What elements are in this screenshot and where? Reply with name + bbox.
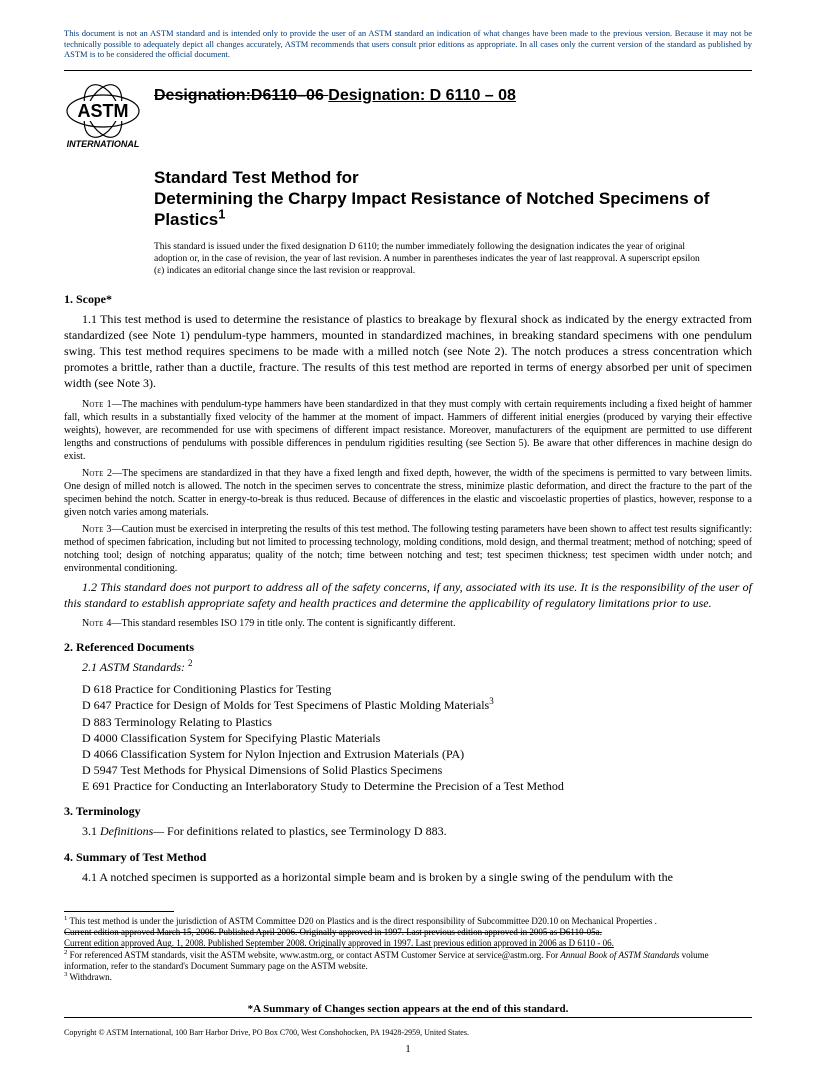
note-1: Note 1—The machines with pendulum-type h… (64, 398, 752, 463)
referenced-head: 2. Referenced Documents (64, 640, 752, 655)
title-block: Standard Test Method for Determining the… (154, 167, 752, 231)
note4-label: Note 4 (82, 618, 112, 629)
page-number: 1 (64, 1043, 752, 1055)
svg-text:ASTM: ASTM (78, 101, 129, 121)
footnote-3: 3 Withdrawn. (64, 972, 752, 983)
title-line2: Determining the Charpy Impact Resistance… (154, 189, 709, 229)
copyright-line: Copyright © ASTM International, 100 Barr… (64, 1028, 752, 1037)
footnote-1b: Current edition approved March 15, 2006.… (64, 927, 752, 938)
note1-label: Note 1 (82, 399, 112, 410)
ref-item-2: D 883 Terminology Relating to Plastics (82, 714, 752, 730)
note-2: Note 2—The specimens are standardized in… (64, 467, 752, 519)
scope-head: 1. Scope* (64, 292, 752, 307)
ref-item-0: D 618 Practice for Conditioning Plastics… (82, 681, 752, 697)
header-row: ASTM INTERNATIONAL Designation:D6110–06 … (64, 81, 752, 153)
note3-label: Note 3 (82, 524, 112, 535)
title-super: 1 (218, 207, 225, 222)
old-designation: Designation:D6110–06 (154, 87, 328, 104)
designation-line: Designation:D6110–06 Designation: D 6110… (154, 87, 516, 105)
ref-item-5: D 5947 Test Methods for Physical Dimensi… (82, 762, 752, 778)
note2-label: Note 2 (82, 468, 112, 479)
logo-subtext: INTERNATIONAL (67, 139, 140, 149)
summary-changes-note: *A Summary of Changes section appears at… (64, 1003, 752, 1015)
title: Standard Test Method for Determining the… (154, 167, 752, 231)
title-line1: Standard Test Method for (154, 168, 359, 187)
new-designation: Designation: D 6110 – 08 (328, 87, 516, 104)
summary-head: 4. Summary of Test Method (64, 850, 752, 865)
ref-item-4: D 4066 Classification System for Nylon I… (82, 746, 752, 762)
top-rule (64, 70, 752, 71)
footnote-rule (64, 911, 174, 912)
disclaimer-text: This document is not an ASTM standard an… (64, 28, 752, 60)
footnote-1c: Current edition approved Aug. 1, 2008. P… (64, 938, 752, 949)
astm-logo: ASTM INTERNATIONAL (64, 81, 142, 153)
page: This document is not an ASTM standard an… (0, 0, 816, 1075)
note-4: Note 4—This standard resembles ISO 179 i… (64, 617, 752, 630)
terminology-head: 3. Terminology (64, 804, 752, 819)
bottom-rule (64, 1017, 752, 1018)
referenced-sub: 2.1 ASTM Standards: 2 (82, 659, 752, 675)
note4-text: —This standard resembles ISO 179 in titl… (112, 618, 456, 629)
footnotes: 1 This test method is under the jurisdic… (64, 911, 752, 984)
note-3: Note 3—Caution must be exercised in inte… (64, 523, 752, 575)
note2-text: —The specimens are standardized in that … (64, 468, 752, 518)
ref-item-1: D 647 Practice for Design of Molds for T… (82, 697, 752, 713)
issuance-note: This standard is issued under the fixed … (154, 241, 712, 278)
scope-p1: 1.1 This test method is used to determin… (64, 311, 752, 392)
footnote-2: 2 For referenced ASTM standards, visit t… (64, 950, 752, 973)
terminology-p: 3.1 Definitions— For definitions related… (82, 823, 752, 839)
footnote-1: 1 This test method is under the jurisdic… (64, 916, 752, 927)
summary-p: 4.1 A notched specimen is supported as a… (64, 869, 752, 885)
ref-item-6: E 691 Practice for Conducting an Interla… (82, 778, 752, 794)
ref-item-3: D 4000 Classification System for Specify… (82, 730, 752, 746)
scope-p2: 1.2 This standard does not purport to ad… (64, 579, 752, 611)
note1-text: —The machines with pendulum-type hammers… (64, 399, 752, 462)
note3-text: —Caution must be exercised in interpreti… (64, 524, 752, 574)
